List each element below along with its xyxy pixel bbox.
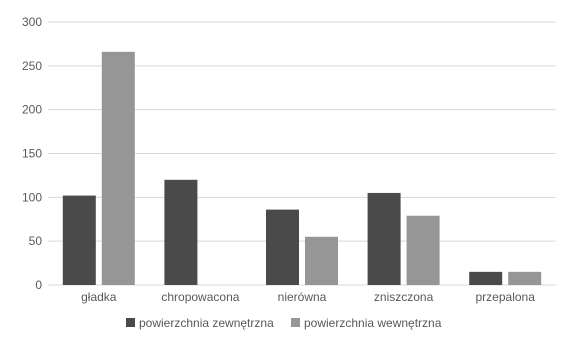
legend-label: powierzchnia zewnętrzna [139, 316, 274, 330]
bars [62, 51, 542, 285]
y-tick-label: 100 [22, 190, 42, 204]
x-axis-category-labels: gładka chropowacona nierówna zniszczona prze… [81, 290, 535, 304]
category-label: chropowacona [161, 290, 239, 304]
legend-swatch [291, 318, 300, 327]
category-label: zniszczona [374, 290, 434, 304]
category-label: nierówna [278, 290, 327, 304]
bar-przepalona-series-1 [469, 271, 503, 285]
y-tick-label: 250 [22, 59, 42, 73]
legend: powierzchnia zewnętrzna powierzchnia wewn… [126, 316, 442, 330]
y-axis-tick-labels: 0 50 100 150 200 250 300 [22, 15, 42, 292]
bar-nierówna-series-1 [266, 209, 299, 285]
y-tick-label: 0 [35, 278, 42, 292]
y-tick-label: 150 [22, 147, 42, 161]
bar-przepalona-series-2 [508, 271, 542, 285]
legend-swatch [126, 318, 135, 327]
legend-label: powierzchnia wewnętrzna [304, 316, 442, 330]
bar-zniszczona-series-1 [367, 192, 401, 285]
bar-gładka-series-2 [101, 51, 135, 285]
bar-nierówna-series-2 [305, 236, 338, 285]
bar-gładka-series-1 [62, 195, 96, 285]
category-label: przepalona [476, 290, 536, 304]
y-tick-label: 300 [22, 15, 42, 29]
y-tick-label: 50 [29, 234, 43, 248]
bar-chropowacona-series-1 [164, 179, 198, 285]
category-label: gładka [81, 290, 117, 304]
bar-zniszczona-series-2 [406, 215, 440, 285]
y-tick-label: 200 [22, 103, 42, 117]
